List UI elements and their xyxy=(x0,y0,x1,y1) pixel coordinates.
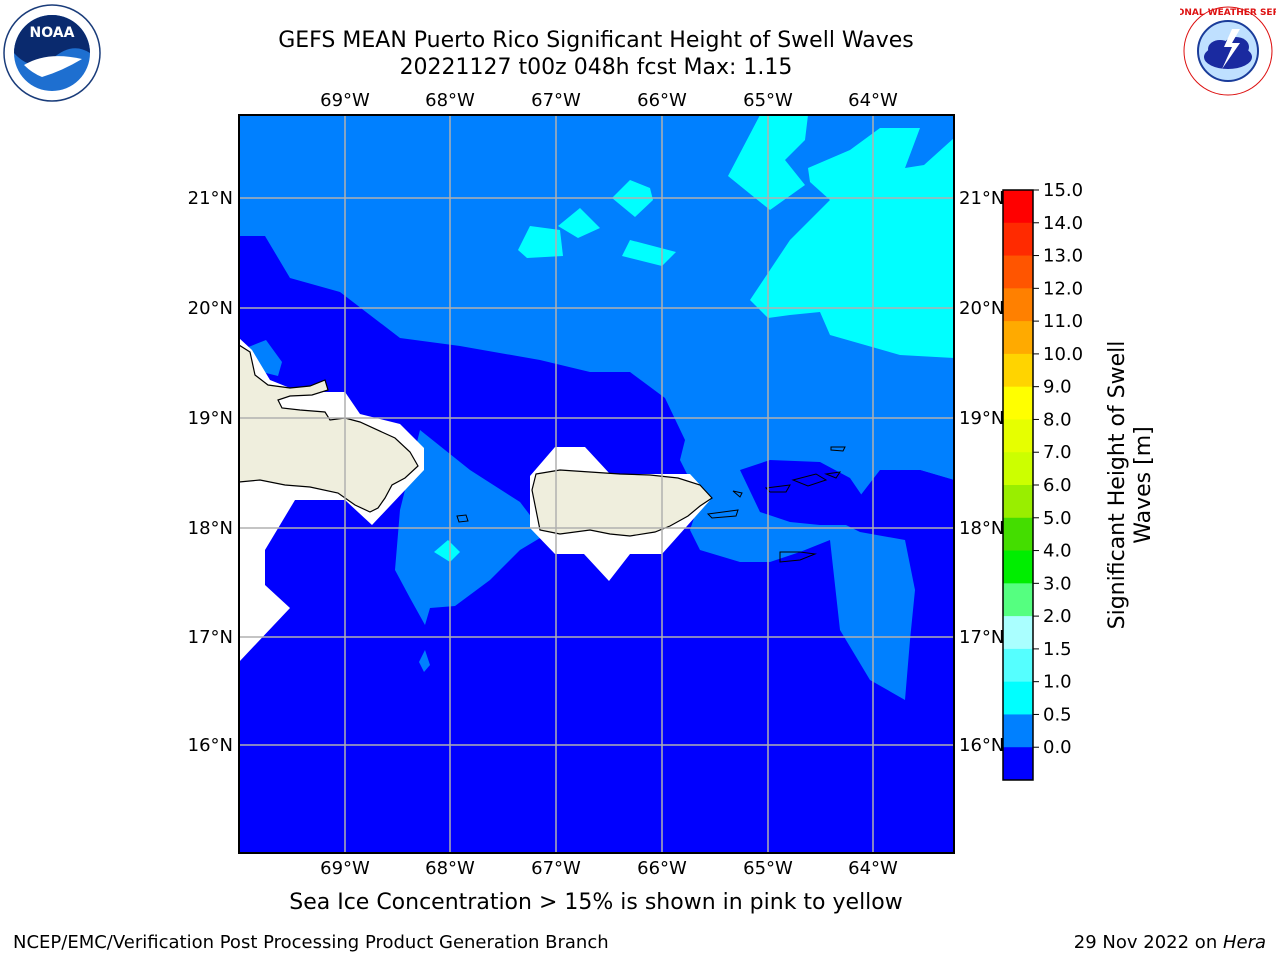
map-gridlines xyxy=(239,115,954,853)
colorbar-segment xyxy=(1003,485,1033,519)
colorbar-tick-label: 3.0 xyxy=(1043,573,1072,594)
colorbar-segment xyxy=(1003,583,1033,617)
colorbar-segment xyxy=(1003,190,1033,224)
lon-label-top: 69°W xyxy=(320,90,370,111)
lat-label-left: 21°N xyxy=(188,188,233,209)
lon-label-bottom: 65°W xyxy=(743,858,793,879)
colorbar-tick-label: 5.0 xyxy=(1043,508,1072,529)
colorbar-segment xyxy=(1003,681,1033,715)
lat-label-right: 20°N xyxy=(959,298,1004,319)
footer-date: 29 Nov 2022 on Hera xyxy=(1073,932,1266,953)
svg-text:NOAA: NOAA xyxy=(30,25,75,41)
noaa-logo: NOAA xyxy=(3,4,101,102)
colorbar-segment xyxy=(1003,321,1033,355)
footer-machine: Hera xyxy=(1222,932,1266,953)
chart-subtitle: 20221127 t00z 048h fcst Max: 1.15 xyxy=(399,55,793,80)
colorbar-tick-label: 1.5 xyxy=(1043,639,1072,660)
lat-label-left: 20°N xyxy=(188,298,233,319)
colorbar-tick-label: 2.0 xyxy=(1043,606,1072,627)
lon-label-top: 67°W xyxy=(531,90,581,111)
lon-labels-top: 69°W 68°W 67°W 66°W 65°W 64°W xyxy=(320,90,898,111)
colorbar-label-line2: Waves [m] xyxy=(1131,426,1156,543)
lon-label-bottom: 64°W xyxy=(848,858,898,879)
lat-label-left: 18°N xyxy=(188,518,233,539)
colorbar-segment xyxy=(1003,222,1033,257)
colorbar-segment xyxy=(1003,648,1033,683)
colorbar-tick-label: 1.0 xyxy=(1043,672,1072,693)
colorbar-segment xyxy=(1003,353,1033,388)
colorbar-segment xyxy=(1003,255,1033,289)
colorbar-segment xyxy=(1003,517,1033,552)
colorbar-tick-label: 11.0 xyxy=(1043,311,1083,332)
lat-label-right: 18°N xyxy=(959,518,1004,539)
lon-label-top: 68°W xyxy=(425,90,475,111)
chart-title: GEFS MEAN Puerto Rico Significant Height… xyxy=(278,28,914,53)
colorbar-segment xyxy=(1003,419,1033,453)
colorbar-tick-label: 8.0 xyxy=(1043,409,1072,430)
map-frame xyxy=(238,114,955,854)
colorbar-tick-label: 0.0 xyxy=(1043,737,1072,758)
colorbar-segment xyxy=(1003,747,1033,781)
hispaniola-land xyxy=(239,344,419,513)
lat-label-left: 16°N xyxy=(188,735,233,756)
lon-label-top: 66°W xyxy=(637,90,687,111)
lon-label-top: 65°W xyxy=(743,90,793,111)
sea-ice-note: Sea Ice Concentration > 15% is shown in … xyxy=(289,890,903,915)
lon-label-bottom: 66°W xyxy=(637,858,687,879)
lat-label-right: 16°N xyxy=(959,735,1004,756)
colorbar-tick-label: 4.0 xyxy=(1043,541,1072,562)
lon-labels-bottom: 69°W 68°W 67°W 66°W 65°W 64°W xyxy=(320,858,898,879)
colorbar-label-line1: Significant Height of Swell xyxy=(1105,341,1130,630)
lat-label-right: 17°N xyxy=(959,627,1004,648)
lon-label-bottom: 68°W xyxy=(425,858,475,879)
colorbar-tick-label: 6.0 xyxy=(1043,475,1072,496)
colorbar: 15.0 14.0 13.0 12.0 11.0 10.0 9.0 8.0 7.0 6.0 5.0 4… xyxy=(1002,180,1083,781)
colorbar-segment xyxy=(1003,550,1033,584)
puerto-rico-land xyxy=(531,469,713,537)
colorbar-tick-label: 9.0 xyxy=(1043,377,1072,398)
colorbar-tick-label: 13.0 xyxy=(1043,246,1083,267)
lon-label-top: 64°W xyxy=(848,90,898,111)
lat-label-right: 21°N xyxy=(959,188,1004,209)
colorbar-tick-label: 15.0 xyxy=(1043,180,1083,201)
svg-text:NATIONAL WEATHER SERVICE: NATIONAL WEATHER SERVICE xyxy=(1180,8,1276,18)
lon-label-bottom: 67°W xyxy=(531,858,581,879)
colorbar-segment xyxy=(1003,386,1033,420)
lat-label-left: 19°N xyxy=(188,408,233,429)
map-plot-area xyxy=(239,115,954,853)
lat-labels-left: 21°N 20°N 19°N 18°N 17°N 16°N xyxy=(188,188,233,756)
lon-label-bottom: 69°W xyxy=(320,858,370,879)
colorbar-tick-label: 7.0 xyxy=(1043,442,1072,463)
lat-labels-right: 21°N 20°N 19°N 18°N 17°N 16°N xyxy=(959,188,1004,756)
colorbar-tick-label: 10.0 xyxy=(1043,344,1083,365)
footer-branch: NCEP/EMC/Verification Post Processing Pr… xyxy=(13,932,609,953)
lat-label-left: 17°N xyxy=(188,627,233,648)
colorbar-tick-label: 12.0 xyxy=(1043,278,1083,299)
colorbar-tick-label: 14.0 xyxy=(1043,213,1083,234)
lat-label-right: 19°N xyxy=(959,408,1004,429)
colorbar-tick-label: 0.5 xyxy=(1043,704,1072,725)
colorbar-segment xyxy=(1003,616,1033,650)
colorbar-segment xyxy=(1003,452,1033,486)
colorbar-segment xyxy=(1003,714,1033,748)
nws-logo: NATIONAL WEATHER SERVICE xyxy=(1180,5,1276,97)
colorbar-segment xyxy=(1003,288,1033,322)
